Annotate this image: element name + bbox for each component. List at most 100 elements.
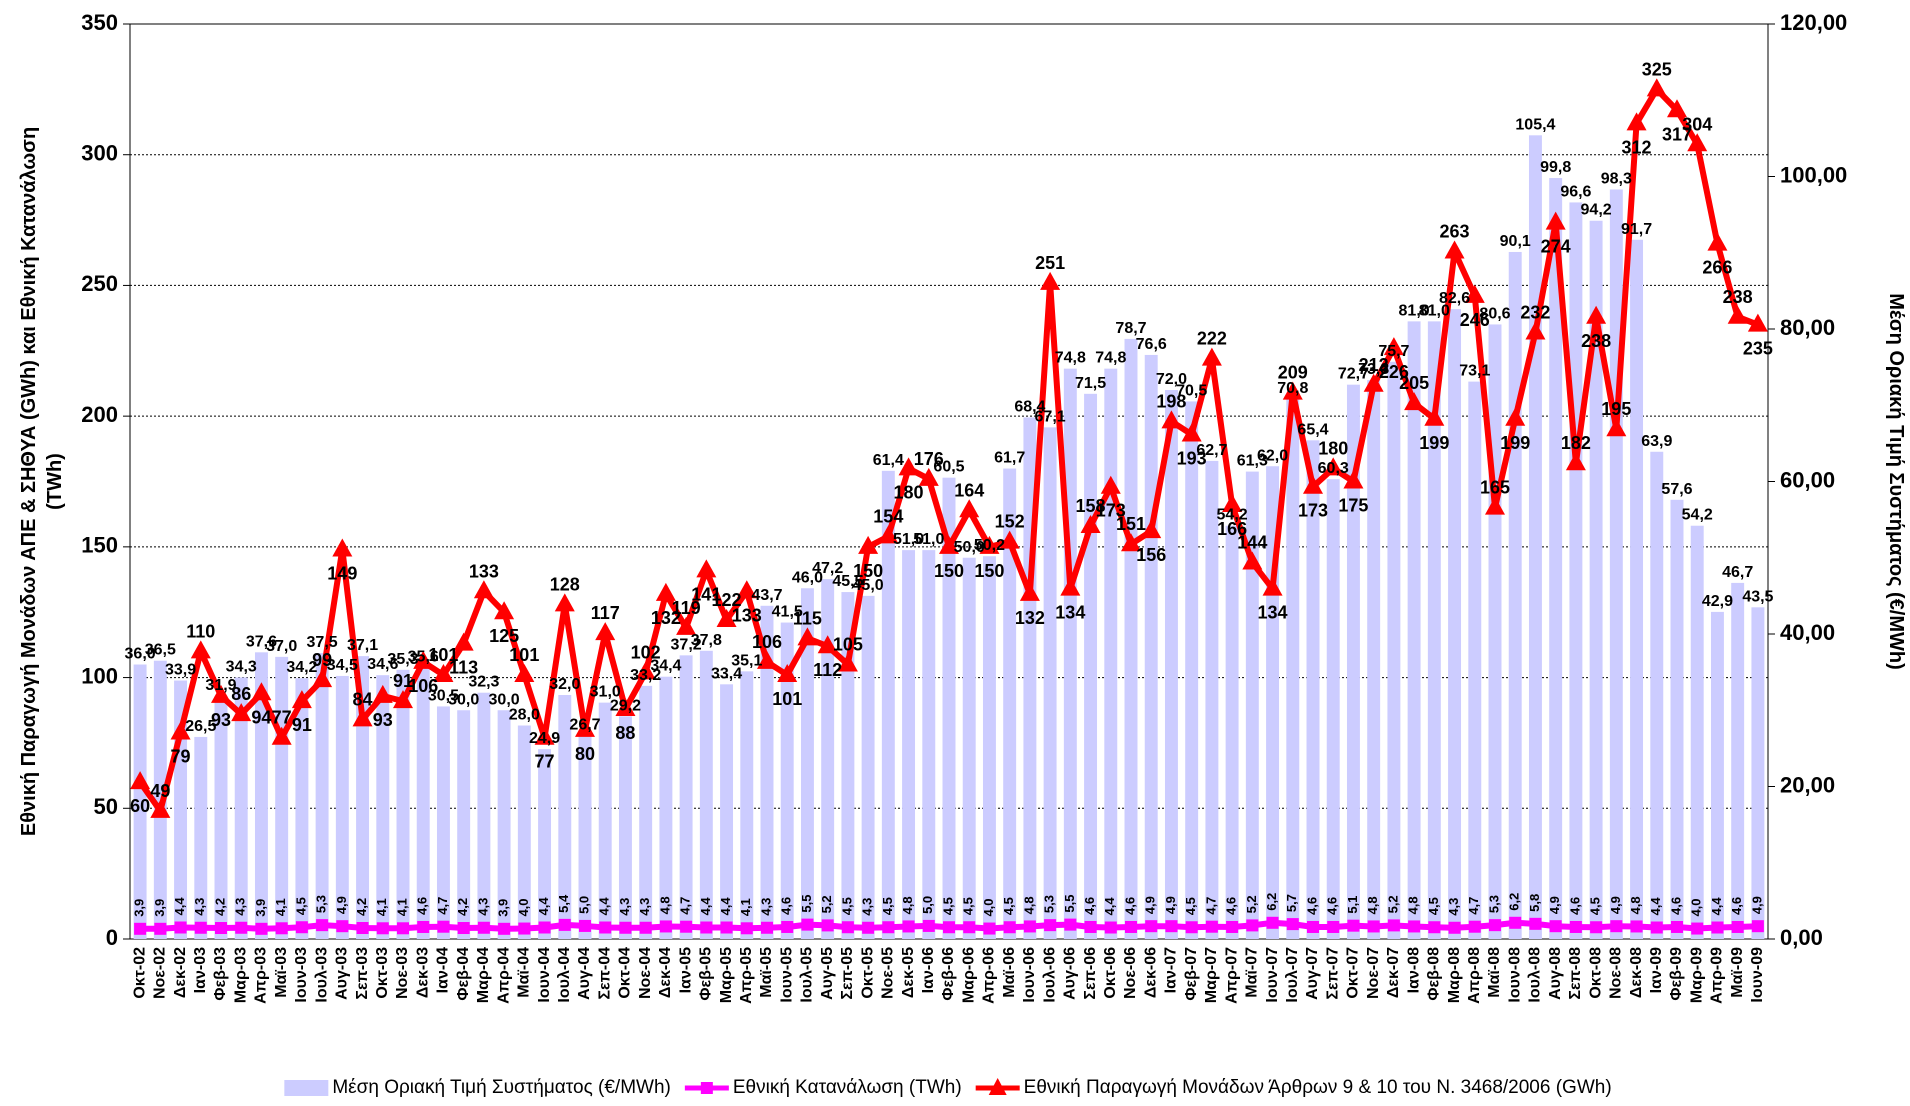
- marker: [397, 922, 409, 935]
- point-label: 4,1: [273, 898, 288, 916]
- point-label: 93: [373, 710, 393, 730]
- bar-label: 34,3: [226, 658, 257, 675]
- point-label: 3,9: [253, 899, 268, 917]
- point-label: 266: [1702, 258, 1732, 278]
- bar-label: 37,8: [691, 632, 722, 649]
- marker: [575, 718, 595, 737]
- marker: [1428, 921, 1441, 934]
- marker: [841, 921, 854, 934]
- x-tick-label: Μαϊ-04: [516, 947, 533, 998]
- bar-label: 37,2: [671, 636, 702, 653]
- point-label: 4,3: [475, 898, 490, 916]
- x-tick-label: Ιουν-08: [1506, 947, 1523, 1003]
- point-label: 101: [772, 689, 802, 709]
- marker: [194, 921, 207, 934]
- bar-label: 46,0: [792, 569, 823, 586]
- x-tick-label: Απρ-03: [253, 947, 270, 1004]
- marker: [862, 921, 875, 934]
- marker: [837, 653, 858, 672]
- bar: [356, 656, 370, 939]
- bar: [1387, 361, 1401, 940]
- point-label: 105: [833, 635, 863, 655]
- bar-label: 43,7: [751, 587, 782, 604]
- marker: [518, 922, 531, 935]
- marker: [1545, 211, 1566, 230]
- marker: [1468, 920, 1481, 933]
- point-label: 106: [408, 676, 438, 696]
- y2-tick-label: 60,00: [1780, 467, 1835, 492]
- point-label: 182: [1561, 433, 1591, 453]
- point-label: 154: [873, 506, 903, 526]
- bar: [982, 556, 996, 939]
- x-tick-label: Φεβ-05: [698, 947, 715, 1001]
- marker: [777, 663, 798, 682]
- marker: [963, 921, 976, 934]
- bar-label: 99,8: [1540, 159, 1571, 176]
- marker: [1165, 920, 1178, 933]
- bar: [1609, 189, 1623, 939]
- point-label: 4,6: [1224, 897, 1239, 915]
- bar: [1751, 607, 1765, 939]
- marker: [1347, 919, 1360, 932]
- marker: [1485, 496, 1505, 515]
- x-tick-label: Απρ-04: [495, 947, 512, 1004]
- bar-label: 29,2: [610, 697, 641, 714]
- point-label: 173: [1298, 501, 1328, 521]
- marker: [740, 922, 753, 935]
- point-label: 4,8: [657, 896, 672, 914]
- point-label: 4,1: [374, 898, 389, 916]
- bar: [457, 710, 471, 939]
- bar-label: 65,4: [1297, 421, 1328, 438]
- bar: [598, 702, 612, 939]
- y-tick-label: 0: [106, 925, 118, 950]
- marker: [372, 684, 393, 703]
- x-tick-label: Νοε-07: [1365, 947, 1382, 999]
- x-tick-label: Ιουν-05: [778, 947, 795, 1003]
- x-tick-label: Ιουλ-03: [313, 947, 330, 1003]
- marker: [1125, 920, 1137, 933]
- bar-label: 26,5: [185, 718, 216, 735]
- x-tick-label: Σεπ-07: [1324, 947, 1341, 1000]
- point-label: 141: [691, 584, 721, 604]
- point-label: 4,5: [1426, 897, 1441, 915]
- point-label: 235: [1743, 339, 1773, 359]
- point-label: 193: [1177, 448, 1207, 468]
- marker: [437, 920, 450, 933]
- x-tick-label: Σεπ-04: [596, 947, 613, 1000]
- point-label: 304: [1682, 114, 1712, 134]
- point-label: 226: [1379, 362, 1409, 382]
- bar-label: 73,1: [1459, 363, 1490, 380]
- bar: [942, 477, 956, 939]
- bar: [477, 692, 491, 939]
- point-label: 165: [1480, 478, 1510, 498]
- bar: [295, 678, 309, 939]
- point-label: 3,9: [496, 899, 511, 917]
- point-label: 4,6: [1668, 897, 1683, 915]
- legend-swatch: [284, 1080, 329, 1096]
- y-tick-label: 350: [81, 10, 118, 35]
- point-label: 5,7: [1284, 894, 1299, 912]
- point-label: 4,5: [1001, 897, 1016, 915]
- point-label: 232: [1520, 302, 1550, 322]
- point-label: 4,8: [1365, 896, 1380, 914]
- x-tick-label: Νοε-03: [394, 947, 411, 999]
- marker: [1003, 921, 1016, 934]
- point-label: 133: [732, 605, 762, 625]
- marker: [680, 920, 693, 933]
- legend-label: Εθνική Κατανάλωση (TWh): [733, 1077, 962, 1098]
- marker: [498, 922, 511, 935]
- bar-label: 74,8: [1055, 350, 1086, 367]
- x-tick-label: Μαϊ-08: [1486, 947, 1503, 998]
- bar: [861, 595, 875, 939]
- marker: [898, 457, 919, 476]
- marker: [1707, 232, 1728, 251]
- legend-label: Μέση Οριακή Τιμή Συστήματος (€/MWh): [332, 1077, 671, 1098]
- marker: [858, 535, 879, 554]
- y-tick-label: 100: [81, 663, 118, 688]
- bar-label: 71,5: [1075, 375, 1106, 392]
- bar: [841, 592, 855, 939]
- bar: [1225, 525, 1239, 939]
- x-tick-label: Οκτ-02: [131, 947, 148, 999]
- x-tick-label: Ιουν-04: [536, 947, 553, 1003]
- point-label: 4,1: [394, 898, 409, 916]
